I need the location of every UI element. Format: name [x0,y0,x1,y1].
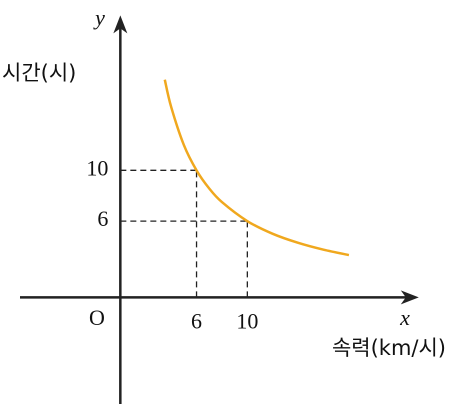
x-axis-arrow [400,290,419,305]
x-tick-label: 10 [236,308,258,333]
y-axis-name: y [93,5,105,30]
y-tick-label: 6 [97,206,108,231]
y-tick-label: 10 [86,155,108,180]
y-axis-label: 시간(시) [2,61,76,85]
x-axis-name: x [399,305,410,330]
curve [163,79,350,257]
y-axis-arrow [113,15,128,34]
origin-label: O [89,305,105,330]
x-tick-label: 6 [191,308,202,333]
x-axis-label: 속력(km/시) [332,336,446,360]
